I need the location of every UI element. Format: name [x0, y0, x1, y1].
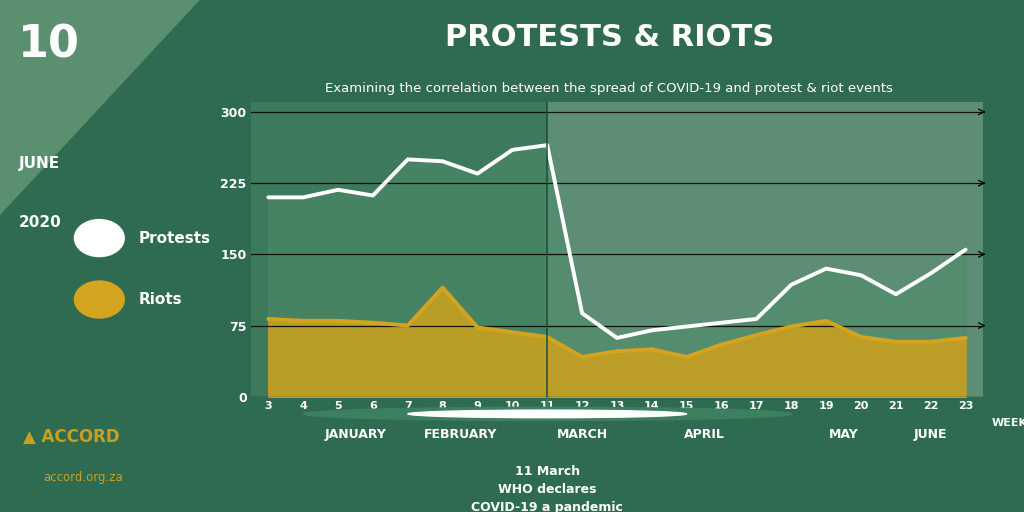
Text: FEBRUARY: FEBRUARY: [423, 428, 497, 441]
Text: PROTESTS & RIOTS: PROTESTS & RIOTS: [444, 23, 774, 52]
Text: JANUARY: JANUARY: [325, 428, 386, 441]
Text: Examining the correlation between the spread of COVID-19 and protest & riot even: Examining the correlation between the sp…: [326, 82, 893, 95]
Text: APRIL: APRIL: [684, 428, 725, 441]
Text: 10: 10: [18, 23, 81, 66]
Text: 2020: 2020: [18, 215, 61, 230]
Text: accord.org.za: accord.org.za: [43, 471, 123, 484]
Text: JUNE: JUNE: [18, 156, 59, 171]
Text: MARCH: MARCH: [556, 428, 607, 441]
Circle shape: [408, 410, 687, 418]
Circle shape: [303, 407, 792, 420]
Text: JUNE: JUNE: [914, 428, 947, 441]
Text: 11 March
WHO declares
COVID-19 a pandemic: 11 March WHO declares COVID-19 a pandemi…: [471, 465, 624, 512]
Text: MAY: MAY: [828, 428, 858, 441]
Text: Riots: Riots: [138, 292, 182, 307]
Text: ▲ ACCORD: ▲ ACCORD: [23, 428, 119, 445]
Text: Protests: Protests: [138, 230, 210, 246]
Text: WEEKS: WEEKS: [992, 418, 1024, 428]
Bar: [547, 102, 983, 397]
